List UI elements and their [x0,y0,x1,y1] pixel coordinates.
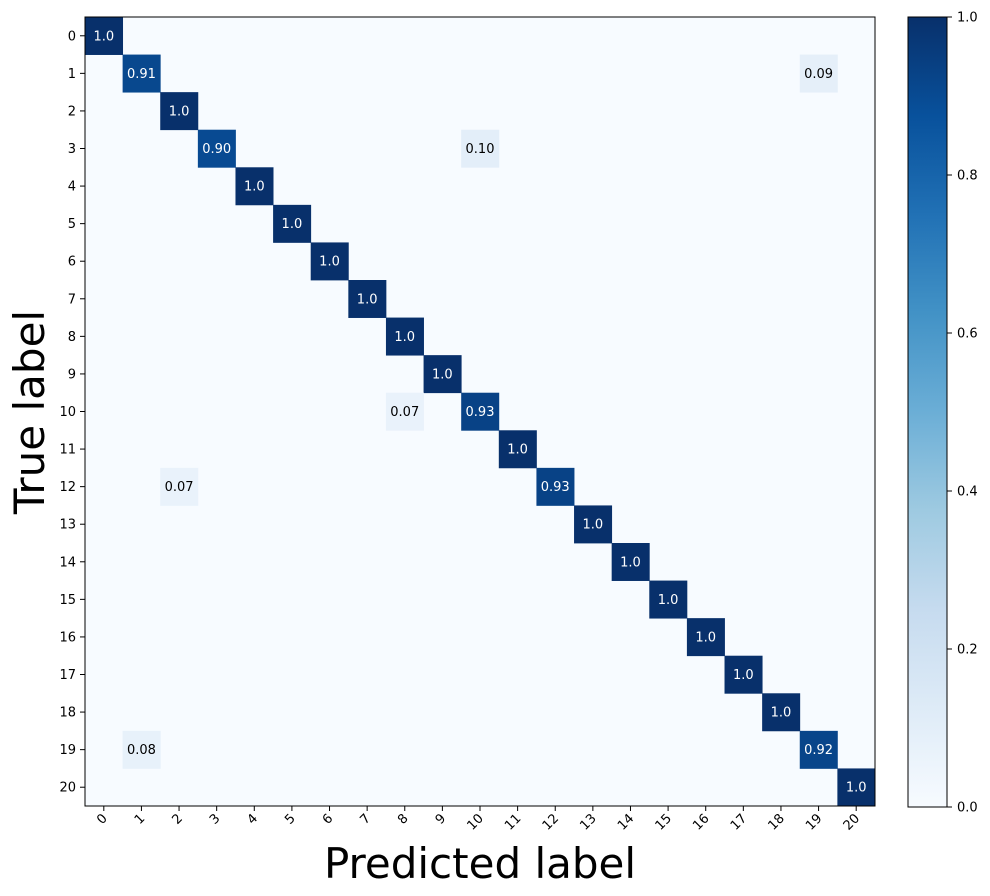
y-tick-label: 3 [68,142,76,157]
cell-value-label: 1.0 [244,180,265,195]
y-tick-label: 20 [59,781,76,796]
heatmap-cell [160,467,199,506]
y-tick-label: 18 [59,706,76,721]
cell-value-label: 1.0 [93,29,114,44]
y-tick-label: 7 [68,292,76,307]
cell-value-label: 0.92 [804,743,833,758]
cell-value-label: 0.07 [390,405,419,420]
y-tick-label: 8 [68,330,76,345]
y-tick-label: 16 [59,630,76,645]
y-tick-label: 9 [68,367,76,382]
cell-value-label: 1.0 [846,781,867,796]
heatmap-cell [160,92,199,131]
y-tick-label: 12 [59,480,76,495]
y-axis-title: True label [5,310,54,515]
cell-value-label: 0.91 [127,67,156,82]
cell-value-label: 1.0 [169,104,190,119]
heatmap-cell [122,730,161,769]
colorbar-tick-label: 0.8 [957,169,978,184]
colorbar-tick-label: 0.2 [957,643,978,658]
y-tick-label: 17 [59,668,76,683]
heatmap-cell [611,543,650,581]
heatmap-cell [273,204,312,243]
cell-value-label: 0.90 [202,142,231,157]
cell-value-label: 1.0 [394,330,415,345]
heatmap-cell [762,693,801,732]
colorbar-tick-label: 0.4 [957,485,978,500]
cell-value-label: 0.09 [804,67,833,82]
heatmap-cell [686,618,725,657]
y-tick-label: 0 [68,29,76,44]
heatmap-cell [498,430,537,469]
cell-value-label: 1.0 [319,255,340,270]
cell-value-label: 0.07 [165,480,194,495]
cell-value-label: 1.0 [507,443,528,458]
heatmap-cell [837,768,876,807]
cell-value-label: 1.0 [695,630,716,645]
colorbar: 0.0 0.2 0.4 0.6 0.8 1.0 [907,11,978,816]
y-tick-label: 4 [68,180,76,195]
x-axis-title: Predicted label [324,839,636,888]
heatmap-cell [85,17,124,55]
cell-value-label: 1.0 [583,518,604,533]
cell-value-label: 0.93 [541,480,570,495]
y-tick-label: 15 [59,593,76,608]
y-tick-label: 5 [68,217,76,232]
cell-value-label: 1.0 [357,292,378,307]
y-tick-label: 14 [59,555,76,570]
cell-value-label: 1.0 [733,668,754,683]
cell-value-label: 1.0 [658,593,679,608]
y-tick-label: 2 [68,104,76,119]
heatmap-cell [461,129,500,168]
cell-value-label: 1.0 [771,706,792,721]
heatmap-cell [724,655,763,694]
heatmap-cell [799,54,838,93]
cell-value-label: 1.0 [282,217,303,232]
colorbar-tick-label: 0.0 [957,801,978,816]
heatmap-cell [310,242,349,281]
cell-value-label: 0.10 [466,142,495,157]
cell-value-label: 1.0 [432,367,453,382]
heatmap-cell [799,730,838,769]
heatmap-cell [235,167,274,206]
heatmap-cell [574,505,613,544]
heatmap-cell [197,129,236,168]
y-tick-label: 11 [59,443,76,458]
y-tick-label: 13 [59,518,76,533]
plot-area: 1.0 0.91 0.09 1.0 0.90 0.10 1.0 1.0 1.0 1.0 1.0 1.0… [84,16,876,807]
heatmap-cell [423,355,462,394]
heatmap-cell [385,392,424,431]
heatmap-cell [385,317,424,356]
heatmap-cell [461,392,500,431]
cell-value-label: 0.08 [127,743,156,758]
heatmap-cell [348,280,387,318]
y-tick-label: 19 [59,743,76,758]
colorbar-tick-label: 0.6 [957,327,978,342]
y-tick-label: 1 [68,67,76,82]
colorbar-tick-label: 1.0 [957,11,978,26]
cell-value-label: 1.0 [620,555,641,570]
heatmap-cell [649,580,688,619]
y-tick-label: 10 [59,405,76,420]
heatmap-cell [536,467,575,506]
heatmap-cell [122,54,161,93]
colorbar-bar [907,16,948,808]
cell-value-label: 0.93 [466,405,495,420]
y-tick-label: 6 [68,255,76,270]
